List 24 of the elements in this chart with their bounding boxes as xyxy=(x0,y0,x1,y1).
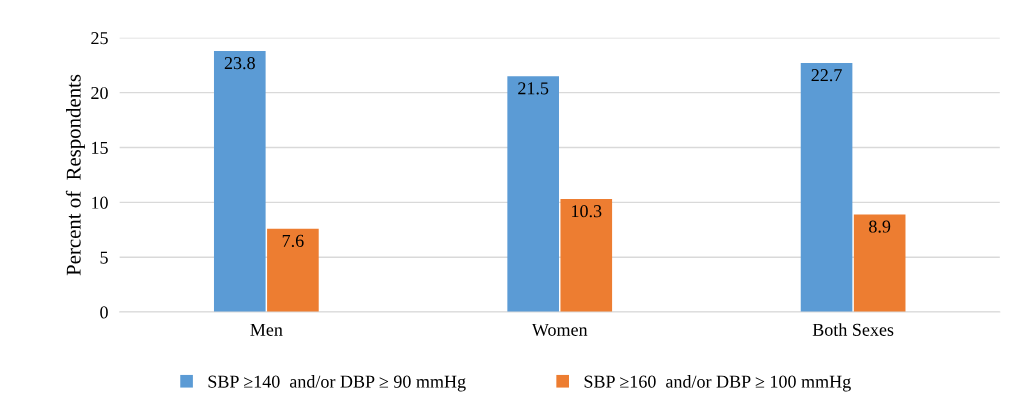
bar xyxy=(267,228,319,313)
x-tick-label: Both Sexes xyxy=(812,323,894,336)
y-tick-label: 25 xyxy=(91,32,108,45)
bar xyxy=(853,214,906,313)
data-label: 23.8 xyxy=(224,56,255,70)
data-label: 22.7 xyxy=(811,69,842,82)
x-tick-label: Men xyxy=(250,323,283,336)
y-tick-label: 20 xyxy=(91,86,108,100)
data-label: 10.3 xyxy=(572,205,602,218)
bar xyxy=(213,50,266,313)
x-tick-label: Women xyxy=(531,323,588,336)
data-label: 8.9 xyxy=(869,220,891,233)
bar xyxy=(560,199,613,313)
y-tick-label: 0 xyxy=(100,306,108,319)
legend-label: SBP ≥140 and/or DBP ≥ 90 mmHg xyxy=(208,375,466,392)
data-label: 7.6 xyxy=(282,234,304,247)
bar xyxy=(800,63,853,313)
y-tick-label: 15 xyxy=(92,141,108,154)
bar xyxy=(507,76,559,313)
y-axis-title: Percent of Respondents xyxy=(65,74,85,276)
legend-label: SBP ≥160 and/or DBP ≥ 100 mmHg xyxy=(584,375,851,392)
data-label: 21.5 xyxy=(518,82,549,95)
y-tick-label: 5 xyxy=(100,251,108,264)
y-tick-label: 10 xyxy=(92,196,108,209)
